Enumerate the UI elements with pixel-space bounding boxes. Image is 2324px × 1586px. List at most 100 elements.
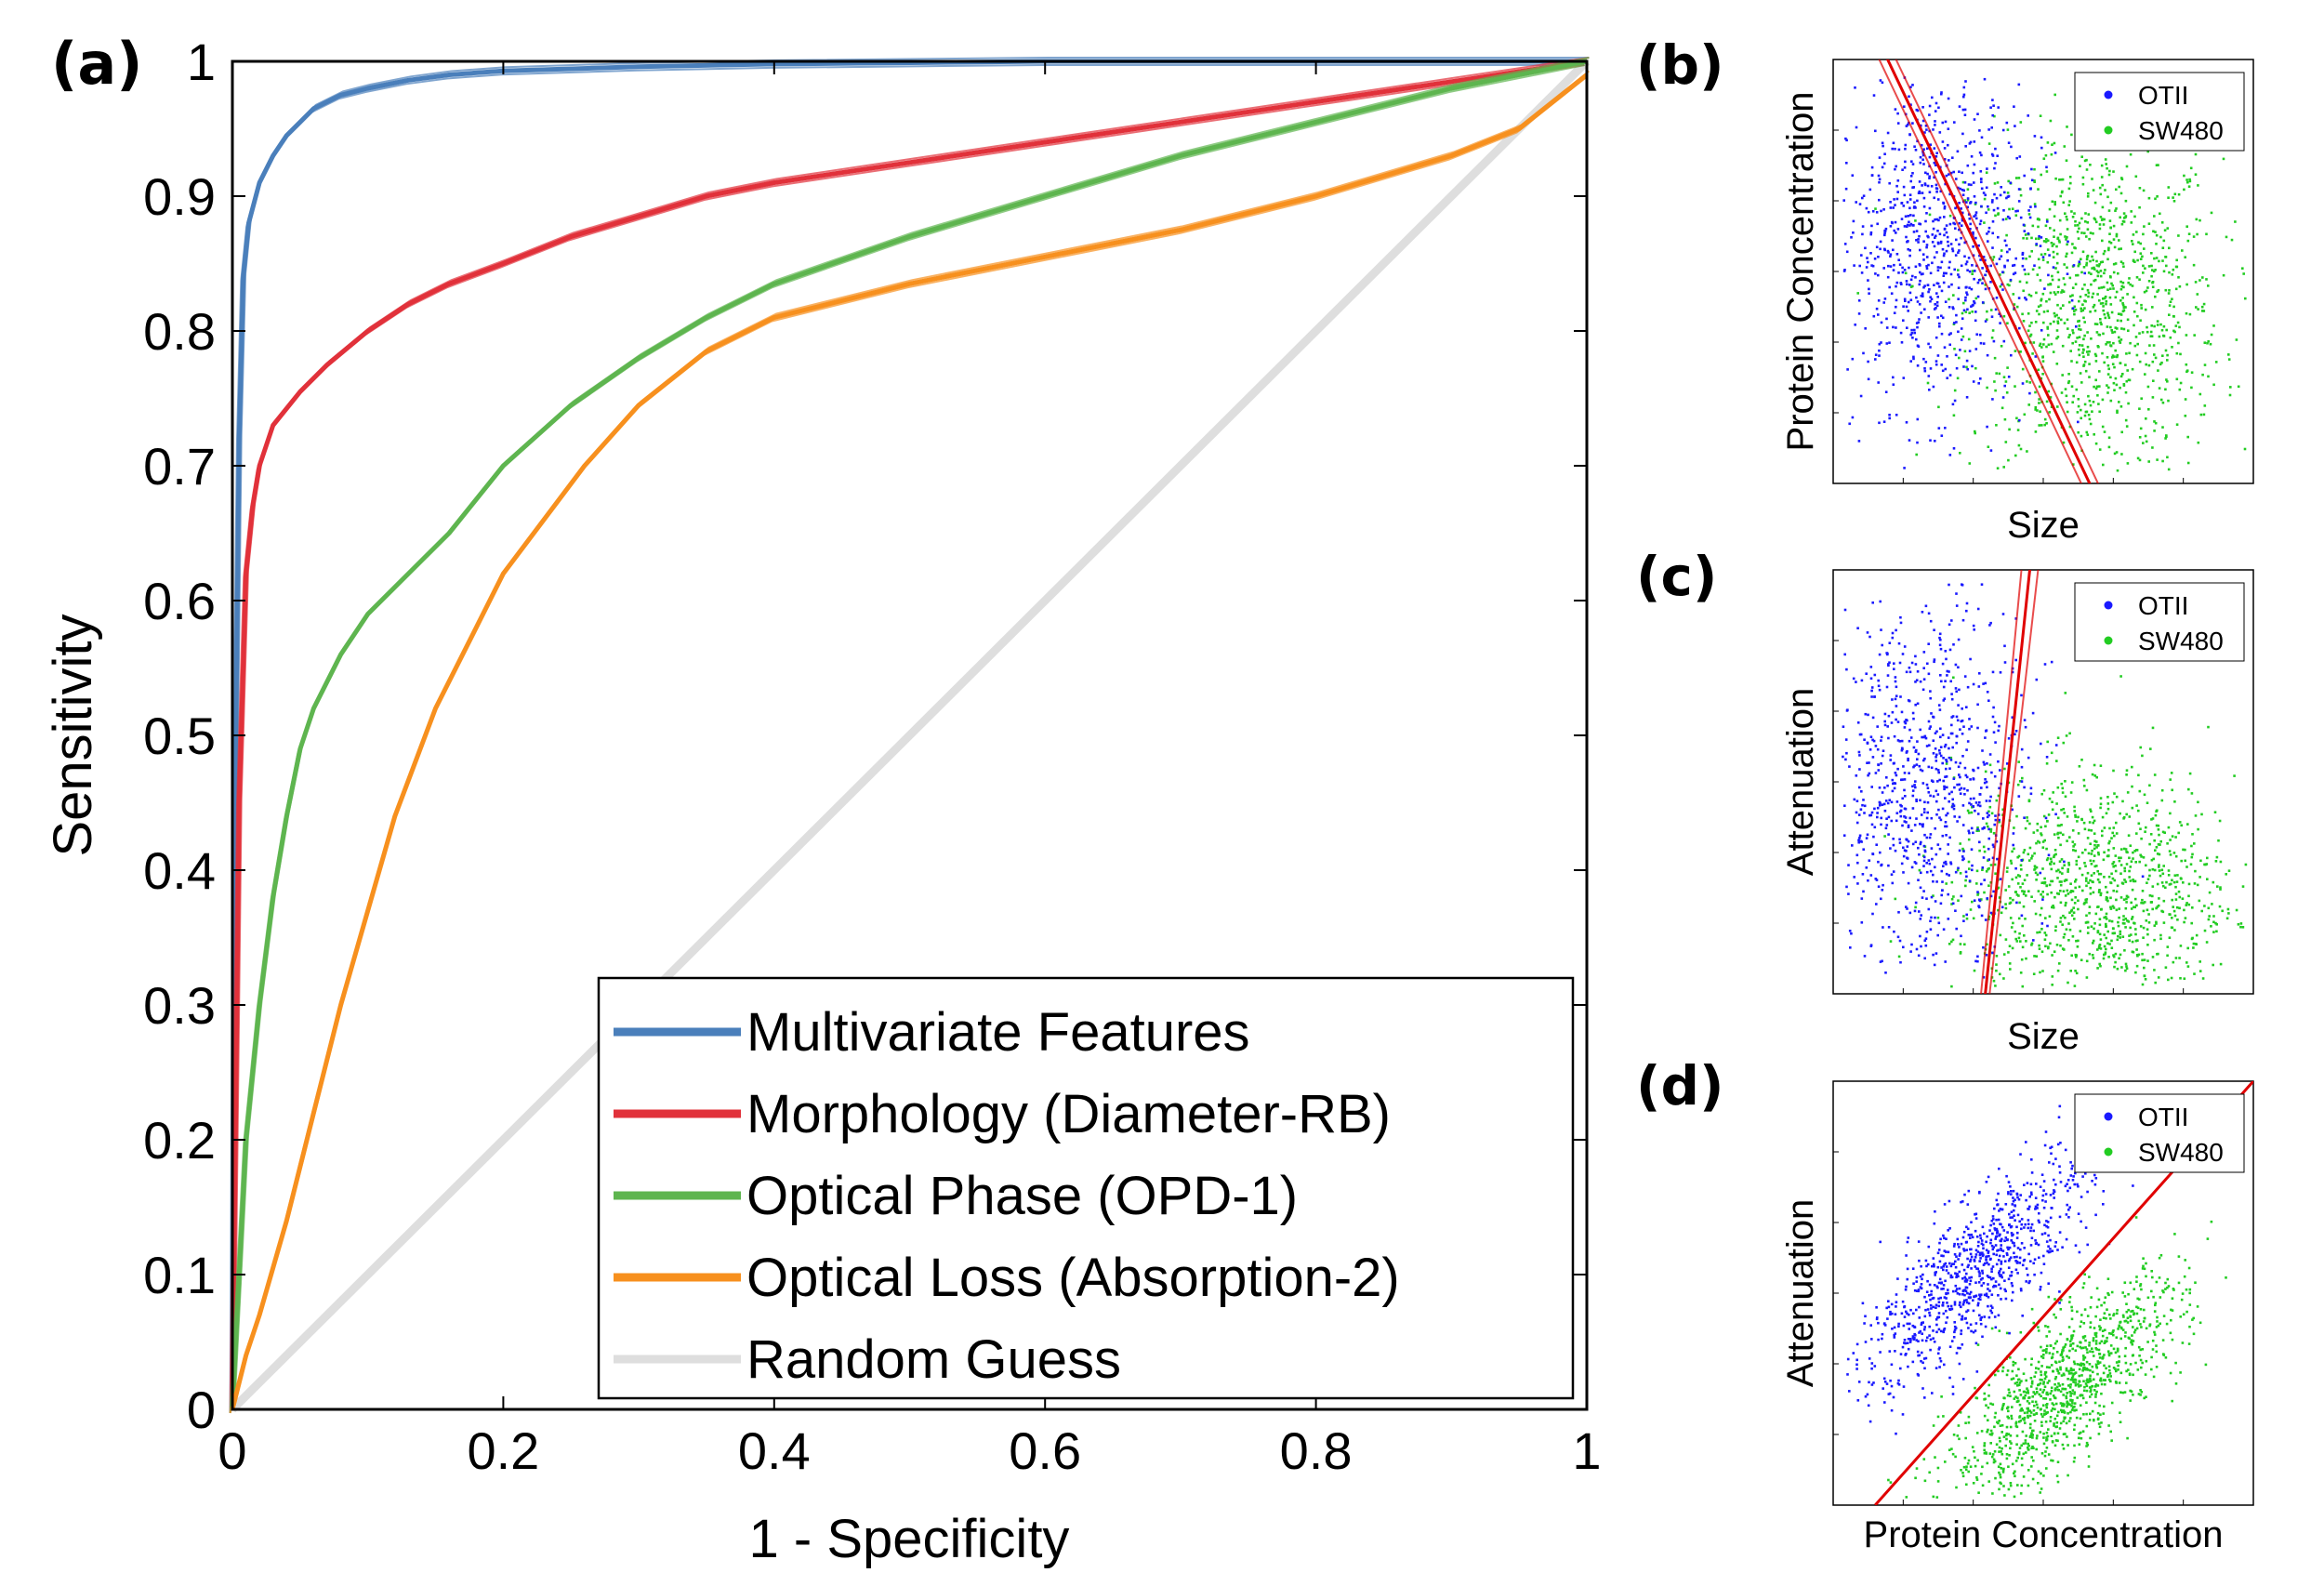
scatter-y-axis-label: Attenuation bbox=[1780, 688, 1821, 876]
scatter-point bbox=[1893, 311, 1896, 314]
scatter-point bbox=[2126, 1321, 2130, 1324]
scatter-point bbox=[1999, 1475, 2002, 1479]
scatter-point bbox=[2074, 340, 2078, 343]
scatter-point bbox=[2045, 238, 2048, 241]
scatter-point bbox=[1929, 919, 1932, 922]
scatter-point bbox=[1874, 272, 1877, 275]
scatter-point bbox=[2206, 341, 2209, 345]
scatter-point bbox=[1922, 678, 1926, 681]
scatter-point bbox=[1943, 147, 1947, 150]
scatter-point bbox=[2029, 1385, 2033, 1388]
scatter-point bbox=[1993, 356, 1997, 360]
scatter-point bbox=[2046, 1326, 2050, 1328]
scatter-point bbox=[2088, 1380, 2092, 1383]
scatter-point bbox=[1949, 862, 1953, 866]
scatter-point bbox=[2106, 899, 2109, 903]
scatter-point bbox=[2032, 1321, 2036, 1325]
scatter-point bbox=[2022, 905, 2026, 908]
scatter-point bbox=[1931, 96, 1934, 99]
scatter-point bbox=[2014, 1424, 2018, 1428]
scatter-point bbox=[1927, 316, 1930, 319]
scatter-point bbox=[2027, 1444, 2030, 1447]
scatter-point bbox=[2052, 1353, 2054, 1355]
scatter-point bbox=[2129, 866, 2133, 868]
scatter-point bbox=[2091, 815, 2094, 819]
scatter-point bbox=[2065, 901, 2067, 905]
scatter-point bbox=[1914, 149, 1918, 152]
scatter-point bbox=[1941, 369, 1945, 373]
scatter-point bbox=[2124, 1319, 2128, 1323]
scatter-point bbox=[2160, 881, 2164, 884]
scatter-point bbox=[1874, 207, 1877, 210]
scatter-point bbox=[1976, 955, 1979, 958]
scatter-point bbox=[1865, 866, 1868, 869]
scatter-point bbox=[1926, 381, 1930, 385]
scatter-point bbox=[1906, 907, 1908, 910]
scatter-point bbox=[2115, 890, 2119, 893]
scatter-point bbox=[2067, 892, 2070, 895]
scatter-point bbox=[2088, 399, 2092, 403]
scatter-point bbox=[1961, 171, 1963, 175]
scatter-point bbox=[2100, 1421, 2103, 1424]
scatter-point bbox=[2071, 840, 2075, 843]
scatter-point bbox=[2078, 262, 2080, 266]
scatter-point bbox=[2109, 905, 2112, 909]
scatter-point bbox=[2103, 945, 2106, 948]
scatter-point bbox=[2117, 271, 2119, 275]
scatter-point bbox=[2032, 341, 2036, 344]
scatter-point bbox=[2030, 1447, 2033, 1449]
scatter-point bbox=[2026, 380, 2028, 383]
scatter-point bbox=[2049, 227, 2052, 230]
scatter-point bbox=[2116, 1350, 2119, 1353]
scatter-point bbox=[1950, 903, 1953, 905]
scatter-point bbox=[2164, 1288, 2167, 1290]
scatter-point bbox=[2056, 405, 2059, 408]
scatter-point bbox=[1880, 739, 1882, 742]
scatter-point bbox=[2051, 278, 2054, 282]
scatter-point bbox=[2163, 229, 2167, 231]
scatter-point bbox=[1888, 661, 1891, 664]
scatter-point bbox=[2017, 1452, 2021, 1456]
scatter-point bbox=[2088, 821, 2092, 824]
scatter-point bbox=[2079, 866, 2081, 870]
scatter-point bbox=[2151, 446, 2154, 449]
scatter-point bbox=[2062, 1405, 2066, 1408]
scatter-point bbox=[2056, 969, 2060, 972]
scatter-point bbox=[1923, 369, 1927, 373]
scatter-point bbox=[2068, 1301, 2071, 1303]
scatter-point bbox=[2086, 255, 2089, 258]
scatter-point bbox=[2172, 960, 2175, 964]
scatter-point bbox=[1951, 403, 1955, 406]
scatter-point bbox=[1919, 222, 1922, 226]
scatter-point bbox=[2113, 355, 2116, 358]
scatter-point bbox=[2083, 414, 2087, 417]
scatter-point bbox=[2032, 1391, 2035, 1394]
scatter-point bbox=[2118, 859, 2121, 863]
scatter-point bbox=[1934, 916, 1936, 919]
scatter-point bbox=[2077, 907, 2080, 911]
scatter-point bbox=[2012, 272, 2015, 276]
scatter-point bbox=[2018, 280, 2022, 284]
scatter-point bbox=[1907, 881, 1910, 885]
scatter-point bbox=[1917, 192, 1921, 194]
scatter-point bbox=[1848, 422, 1851, 426]
scatter-point bbox=[2094, 378, 2097, 382]
scatter-point bbox=[1909, 360, 1912, 363]
scatter-point bbox=[2043, 1373, 2047, 1376]
scatter-point bbox=[2093, 279, 2095, 283]
scatter-point bbox=[1957, 638, 1961, 641]
scatter-point bbox=[1997, 729, 2000, 733]
scatter-point bbox=[2137, 953, 2141, 957]
scatter-point bbox=[2043, 1413, 2046, 1416]
scatter-point bbox=[1891, 881, 1895, 885]
scatter-x-axis-label: Size bbox=[2007, 1016, 2080, 1057]
scatter-point bbox=[2053, 235, 2055, 238]
scatter-point bbox=[2131, 916, 2134, 919]
scatter-point bbox=[2029, 786, 2033, 790]
scatter-point bbox=[1941, 834, 1945, 838]
scatter-point bbox=[1895, 819, 1898, 823]
scatter-point bbox=[2114, 349, 2117, 352]
scatter-point bbox=[1911, 224, 1914, 227]
scatter-point bbox=[1967, 183, 1971, 186]
scatter-point bbox=[2172, 852, 2176, 854]
